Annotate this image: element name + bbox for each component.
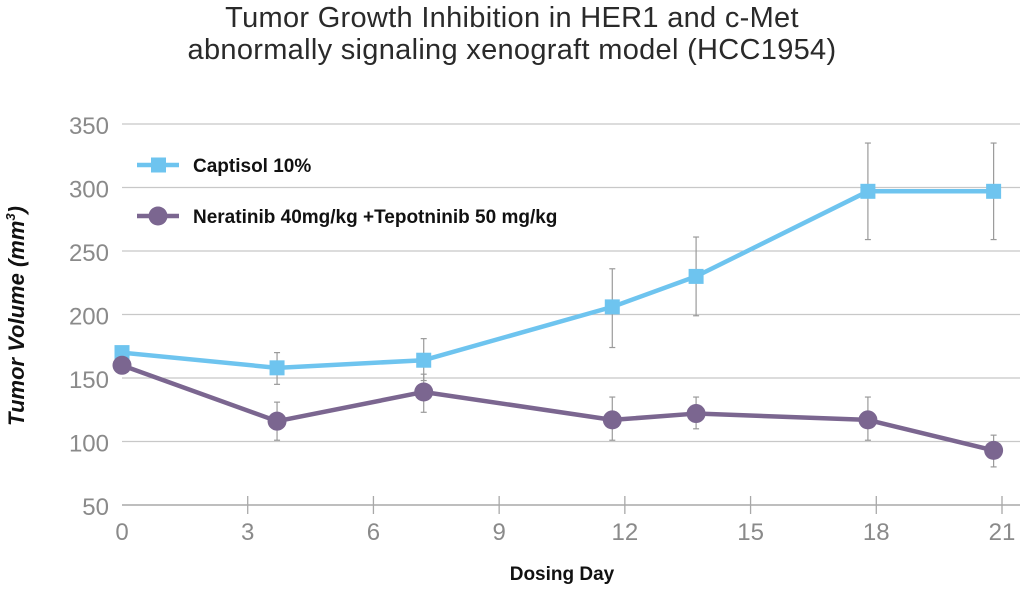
y-axis-label-main: Tumor Volume (mm [4, 221, 29, 426]
x-tick-label: 0 [115, 519, 128, 546]
x-axis-label: Dosing Day [510, 564, 615, 585]
legend-item-1: Captisol 10% [137, 156, 311, 177]
data-point-circle [112, 355, 132, 375]
data-point-square [986, 183, 1002, 199]
data-point-circle [858, 410, 878, 430]
series-lines [121, 189, 995, 453]
data-point-circle [414, 382, 434, 402]
y-axis-label-superscript: 3 [3, 213, 18, 221]
legend-marker-circle [148, 206, 168, 226]
x-tick-label: 9 [492, 519, 505, 546]
data-point-circle [984, 440, 1004, 460]
x-tick-label: 15 [737, 519, 764, 546]
y-axis-label: Tumor Volume (mm3) [3, 206, 29, 426]
legend-marker-square [151, 157, 166, 173]
x-tick-label: 21 [989, 519, 1016, 546]
legend: Captisol 10% Neratinib 40mg/kg +Tepotnini… [137, 156, 557, 228]
x-tick-label: 6 [367, 519, 380, 546]
data-point-square [604, 299, 620, 315]
x-tick-label: 12 [612, 519, 639, 546]
chart-title-line-1: Tumor Growth Inhibition in HER1 and c-Me… [225, 2, 799, 34]
y-tick-label: 350 [69, 113, 109, 140]
y-tick-label: 100 [69, 431, 109, 458]
x-tick-label: 18 [863, 519, 890, 546]
data-point-circle [686, 404, 706, 424]
data-point-square [269, 360, 285, 376]
legend-label: Neratinib 40mg/kg +Tepotninib 50 mg/kg [193, 207, 557, 228]
legend-item-2: Neratinib 40mg/kg +Tepotninib 50 mg/kg [137, 206, 557, 228]
y-tick-label: 250 [69, 240, 109, 267]
x-tick-label: 3 [241, 519, 254, 546]
y-tick-label: 200 [69, 304, 109, 331]
y-tick-label: 50 [82, 494, 109, 521]
legend-label: Captisol 10% [193, 156, 311, 177]
y-tick-label: 300 [69, 177, 109, 204]
axes: 50 100 150 200 250 300 350 0 3 6 9 12 15 18 21 [69, 113, 1020, 546]
data-point-circle [267, 411, 287, 431]
chart-title-line-2: abnormally signaling xenograft model (HC… [187, 34, 837, 66]
data-point-square [114, 345, 130, 361]
data-point-circle [602, 410, 622, 430]
data-point-square [860, 183, 876, 199]
data-point-square [416, 352, 432, 368]
data-point-square [688, 268, 704, 284]
y-tick-label: 150 [69, 367, 109, 394]
y-axis-label-close: ) [4, 206, 29, 215]
series-markers [112, 183, 1004, 460]
grid [122, 123, 1020, 443]
